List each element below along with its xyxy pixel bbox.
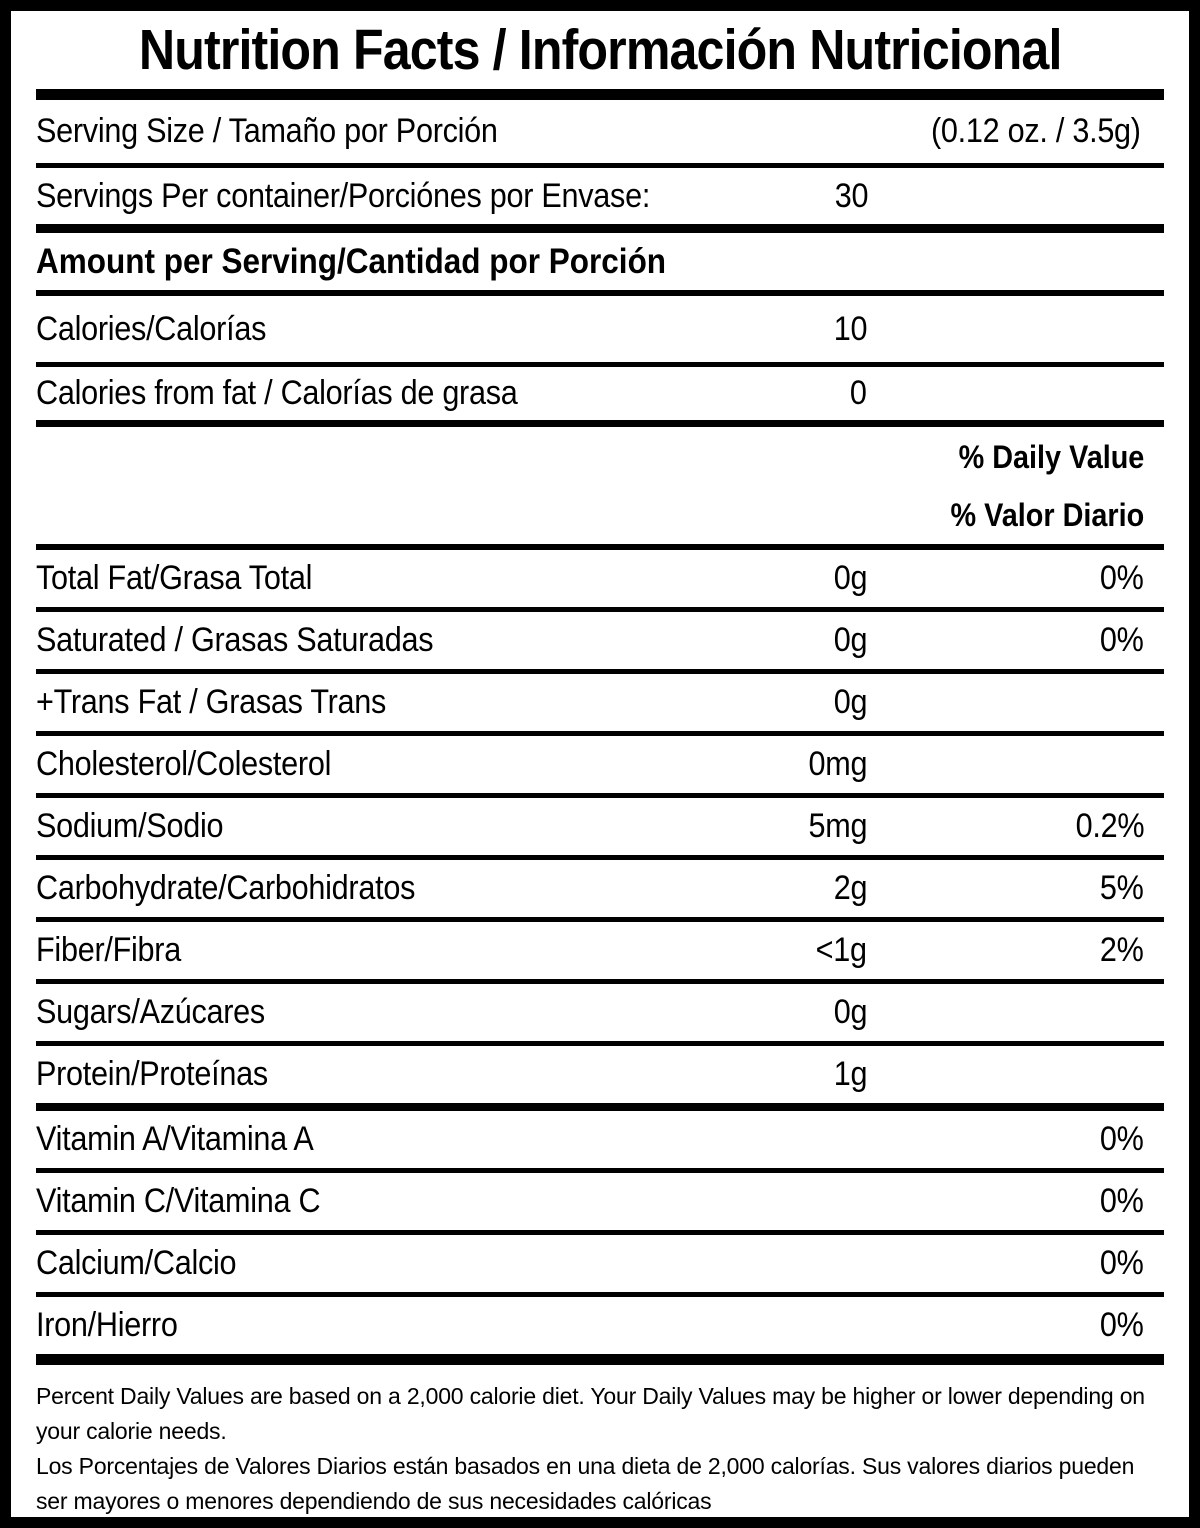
- nutrient-amount: [717, 1182, 867, 1221]
- divider-thin: [36, 855, 1164, 860]
- nutrient-row-cholesterol: Cholesterol/Colesterol 0mg: [36, 736, 1164, 793]
- nutrient-label: Carbohydrate/Carbohidratos: [36, 869, 416, 907]
- daily-value-headers: % Daily Value % Valor Diario: [36, 427, 1164, 544]
- daily-value-header-es: % Valor Diario: [950, 496, 1144, 533]
- serving-size-label: Serving Size / Tamaño por Porción: [36, 112, 498, 150]
- nutrient-amount: 0g: [833, 993, 868, 1031]
- nutrient-amount: [717, 1120, 867, 1159]
- nutrient-daily-value: [867, 1055, 1164, 1094]
- calories-from-fat-value: 0: [850, 374, 867, 412]
- nutrient-daily-value: 0%: [1100, 621, 1144, 659]
- divider-medium: [36, 420, 1164, 427]
- nutrient-label: Total Fat/Grasa Total: [36, 559, 313, 597]
- nutrient-daily-value: 0%: [1100, 1182, 1144, 1220]
- nutrient-amount: 2g: [833, 869, 868, 907]
- nutrient-label: Vitamin C/Vitamina C: [36, 1182, 321, 1220]
- divider-thin: [36, 979, 1164, 984]
- divider-thin: [36, 793, 1164, 798]
- daily-value-header-en: % Daily Value: [958, 438, 1144, 475]
- calories-value: 10: [833, 309, 868, 348]
- nutrient-label: Calcium/Calcio: [36, 1244, 237, 1282]
- serving-size-row: Serving Size / Tamaño por Porción (0.12 …: [36, 100, 1164, 163]
- nutrient-daily-value: 0%: [1100, 1306, 1144, 1344]
- label-header: Nutrition Facts / Información Nutriciona…: [36, 11, 1164, 89]
- nutrient-label: Saturated / Grasas Saturadas: [36, 621, 434, 659]
- divider-medium: [36, 290, 1164, 296]
- calories-label: Calories/Calorías: [36, 309, 267, 348]
- nutrient-row-sodium: Sodium/Sodio 5mg 0.2%: [36, 798, 1164, 855]
- nutrient-label: Fiber/Fibra: [36, 931, 181, 969]
- nutrient-amount: [717, 1244, 867, 1283]
- nutrient-row-trans-fat: +Trans Fat / Grasas Trans 0g: [36, 674, 1164, 731]
- nutrient-daily-value: [867, 993, 1164, 1032]
- divider-thick: [36, 89, 1164, 100]
- nutrient-label: Cholesterol/Colesterol: [36, 745, 332, 783]
- nutrient-amount: <1g: [815, 931, 867, 969]
- serving-size-value: (0.12 oz. / 3.5g): [930, 112, 1141, 150]
- nutrient-row-protein: Protein/Proteínas 1g: [36, 1046, 1164, 1103]
- calories-from-fat-label: Calories from fat / Calorías de grasa: [36, 374, 518, 412]
- calories-from-fat-row: Calories from fat / Calorías de grasa 0: [36, 367, 1164, 420]
- nutrient-row-carbohydrate: Carbohydrate/Carbohidratos 2g 5%: [36, 860, 1164, 917]
- footnote-spanish: Los Porcentajes de Valores Diarios están…: [36, 1453, 1135, 1514]
- divider-medium: [36, 1103, 1164, 1111]
- nutrient-daily-value: 0.2%: [1075, 807, 1144, 845]
- divider-thin: [36, 917, 1164, 922]
- nutrient-amount: 0g: [833, 621, 868, 659]
- nutrient-row-sugars: Sugars/Azúcares 0g: [36, 984, 1164, 1041]
- nutrient-daily-value: [867, 745, 1164, 784]
- nutrient-row-fiber: Fiber/Fibra <1g 2%: [36, 922, 1164, 979]
- divider-thin: [36, 1230, 1164, 1235]
- nutrient-row-vitamin-c: Vitamin C/Vitamina C 0%: [36, 1173, 1164, 1230]
- amount-per-serving-heading: Amount per Serving/Cantidad por Porción: [36, 241, 667, 281]
- divider-thin: [36, 669, 1164, 674]
- calories-row: Calories/Calorías 10: [36, 296, 1164, 362]
- footnote-english: Percent Daily Values are based on a 2,00…: [36, 1383, 1145, 1444]
- nutrient-amount: 5mg: [808, 807, 867, 845]
- nutrient-label: Sodium/Sodio: [36, 807, 224, 845]
- nutrient-label: Protein/Proteínas: [36, 1055, 268, 1093]
- footnote: Percent Daily Values are based on a 2,00…: [36, 1365, 1164, 1517]
- divider-thin: [36, 163, 1164, 168]
- nutrient-daily-value: 0%: [1100, 559, 1144, 597]
- nutrient-daily-value: [867, 683, 1164, 722]
- nutrient-label: Sugars/Azúcares: [36, 993, 265, 1031]
- nutrient-row-iron: Iron/Hierro 0%: [36, 1297, 1164, 1354]
- nutrient-row-calcium: Calcium/Calcio 0%: [36, 1235, 1164, 1292]
- nutrient-amount: 1g: [833, 1055, 868, 1093]
- divider-thin: [36, 731, 1164, 736]
- label-title: Nutrition Facts / Información Nutriciona…: [138, 18, 1062, 82]
- divider-medium: [36, 544, 1164, 550]
- divider-thin: [36, 362, 1164, 367]
- nutrient-daily-value: 5%: [1100, 869, 1144, 907]
- servings-per-container-row: Servings Per container/Porciónes por Env…: [36, 168, 1164, 224]
- nutrient-amount: 0g: [833, 683, 868, 721]
- nutrient-daily-value: 0%: [1100, 1120, 1144, 1158]
- nutrient-label: Iron/Hierro: [36, 1306, 178, 1344]
- nutrient-row-saturated-fat: Saturated / Grasas Saturadas 0g 0%: [36, 612, 1164, 669]
- nutrient-label: +Trans Fat / Grasas Trans: [36, 683, 387, 721]
- servings-per-container-value: 30: [834, 176, 868, 215]
- nutrient-amount: [717, 1306, 867, 1345]
- divider-thin: [36, 1041, 1164, 1046]
- nutrient-label: Vitamin A/Vitamina A: [36, 1120, 314, 1158]
- divider-medium: [36, 224, 1164, 233]
- divider-thin: [36, 607, 1164, 612]
- servings-per-container-label: Servings Per container/Porciónes por Env…: [36, 176, 651, 215]
- divider-thick: [36, 1354, 1164, 1365]
- nutrient-row-total-fat: Total Fat/Grasa Total 0g 0%: [36, 550, 1164, 607]
- nutrient-daily-value: 0%: [1100, 1244, 1144, 1282]
- nutrient-amount: 0g: [833, 559, 868, 597]
- nutrient-amount: 0mg: [808, 745, 867, 783]
- divider-thin: [36, 1168, 1164, 1173]
- nutrient-daily-value: 2%: [1100, 931, 1144, 969]
- divider-thin: [36, 1292, 1164, 1297]
- nutrient-row-vitamin-a: Vitamin A/Vitamina A 0%: [36, 1111, 1164, 1168]
